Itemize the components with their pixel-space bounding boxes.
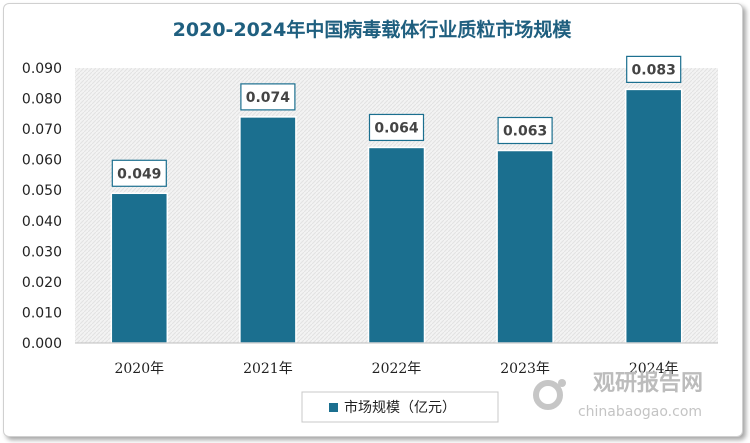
x-tick-label: 2023年	[500, 361, 550, 377]
data-label: 0.064	[374, 120, 419, 136]
data-label-box	[497, 116, 553, 145]
y-tick-label: 0.010	[22, 305, 62, 321]
x-tick-label: 2022年	[372, 361, 422, 377]
y-axis: 0.000 0.010 0.020 0.030 0.040 0.050 0.060 0.070…	[22, 61, 62, 352]
data-label-box	[626, 55, 682, 83]
watermark-site-text: chinabaogao.com	[578, 404, 702, 420]
y-tick-label: 0.030	[22, 244, 62, 260]
y-tick-label: 0.090	[22, 61, 62, 77]
x-axis: 2020年 2021年 2022年 2023年 2024年	[114, 361, 678, 377]
data-label-box	[240, 83, 296, 111]
bar	[110, 192, 169, 344]
y-tick-label: 0.070	[22, 122, 62, 138]
chart-title: 2020-2024年中国病毒载体行业质粒市场规模	[173, 18, 573, 41]
legend-label: 市场规模（亿元）	[344, 399, 456, 416]
data-label-box	[111, 159, 167, 187]
data-label-box	[368, 113, 425, 142]
bar	[624, 88, 683, 344]
bar	[239, 116, 297, 344]
legend-swatch	[329, 403, 338, 412]
x-tick-label: 2024年	[629, 361, 679, 377]
data-label: 0.049	[117, 166, 161, 182]
y-tick-label: 0.080	[22, 92, 62, 108]
data-label: 0.063	[503, 124, 547, 140]
data-labels: 0.049 0.074 0.064 0.063 0.083	[111, 55, 682, 187]
bar	[367, 146, 426, 344]
y-tick-label: 0.060	[22, 153, 62, 169]
bar-series	[110, 88, 683, 344]
data-label: 0.083	[632, 62, 676, 78]
bar	[496, 149, 554, 344]
watermark-logo-text: 观研报告网	[593, 371, 703, 396]
x-tick-label: 2020年	[114, 361, 164, 377]
y-tick-label: 0.020	[22, 275, 62, 291]
y-tick-label: 0.000	[22, 336, 62, 352]
watermark: 观研报告网 chinabaogao.com	[533, 371, 703, 420]
x-tick-label: 2021年	[243, 361, 293, 377]
y-tick-label: 0.040	[22, 214, 62, 230]
data-label: 0.074	[246, 90, 291, 106]
watermark-logo-icon	[533, 379, 566, 410]
y-tick-label: 0.050	[22, 183, 62, 199]
legend: 市场规模（亿元）	[301, 391, 499, 423]
